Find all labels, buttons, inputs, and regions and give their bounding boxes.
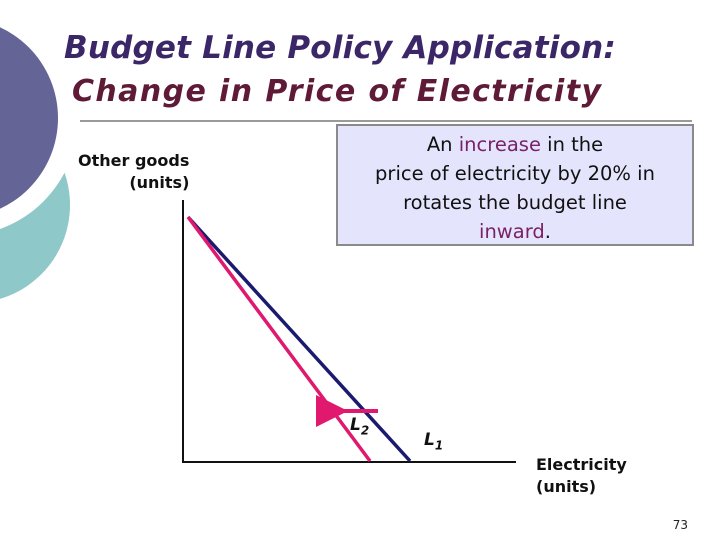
callout-text: . xyxy=(544,220,551,243)
callout-highlight-increase: increase xyxy=(458,133,541,156)
page-number: 73 xyxy=(672,518,688,532)
y-axis-label-line-1: Other goods xyxy=(78,151,190,170)
label-l2-letter: L xyxy=(350,415,361,435)
label-l1: L1 xyxy=(424,430,443,452)
blue-circle xyxy=(0,27,58,209)
x-axis-label: Electricity (units) xyxy=(536,454,627,498)
budget-line-l2 xyxy=(186,215,372,463)
x-axis-label-line-1: Electricity xyxy=(536,455,627,474)
callout-line-2: price of electricity by 20% in xyxy=(375,162,655,185)
callout-highlight-inward: inward xyxy=(479,220,545,243)
callout-line-4: inward. xyxy=(338,217,692,246)
callout-line-1: An increase in the xyxy=(338,130,692,159)
label-l2: L2 xyxy=(350,415,369,437)
title-line-2: Change in Price of Electricity xyxy=(72,74,603,109)
title-line-1: Budget Line Policy Application: xyxy=(64,30,616,66)
title-divider xyxy=(80,120,692,122)
budget-line-l1 xyxy=(186,215,412,463)
label-l1-letter: L xyxy=(424,430,435,450)
callout-text: in the xyxy=(540,133,604,156)
label-l2-subscript: 2 xyxy=(360,423,370,438)
decorative-circles xyxy=(0,7,78,299)
label-l1-subscript: 1 xyxy=(434,438,444,453)
explanation-callout: An increase in the price of electricity … xyxy=(336,124,694,246)
callout-text: An xyxy=(426,133,459,156)
y-axis-label: Other goods (units) xyxy=(78,150,189,194)
callout-line-3: rotates the budget line xyxy=(403,191,627,214)
y-axis-label-line-2: (units) xyxy=(129,173,190,192)
x-axis-label-line-2: (units) xyxy=(536,477,597,496)
